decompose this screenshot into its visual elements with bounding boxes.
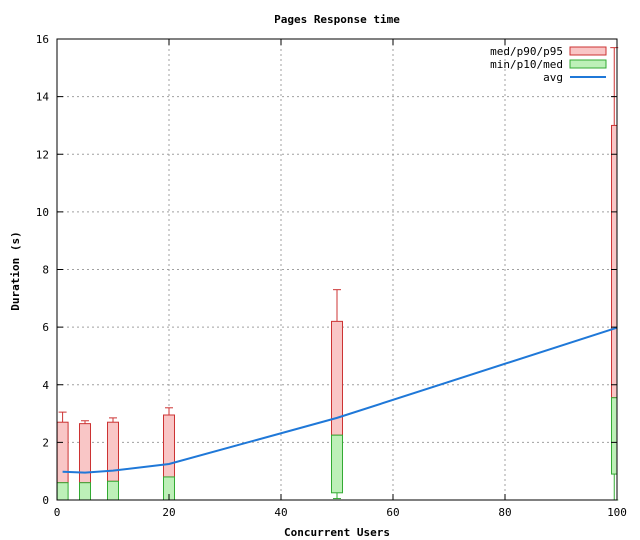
box-med-p90 (56, 421, 69, 484)
x-tick-label: 60 (386, 506, 399, 519)
box-p10-med (331, 434, 343, 494)
grid-lines (57, 39, 617, 500)
legend-swatch (569, 46, 607, 56)
y-tick-label: 12 (36, 148, 49, 161)
chart-title: Pages Response time (274, 13, 400, 26)
box-p10-med (79, 482, 91, 501)
box-med-p90 (107, 421, 119, 482)
y-tick-label: 6 (42, 321, 49, 334)
box-med-p90 (611, 124, 618, 399)
box-med-p90 (163, 414, 175, 478)
avg-series (62, 326, 618, 474)
x-tick-label: 100 (607, 506, 627, 519)
box-p10-med (56, 482, 69, 501)
legend-label: med/p90/p95 (490, 45, 563, 58)
legend-label: avg (543, 71, 563, 84)
x-tick-label: 20 (162, 506, 175, 519)
x-axis-label: Concurrent Users (284, 526, 390, 539)
legend-swatch (569, 59, 607, 69)
y-tick-label: 4 (42, 379, 49, 392)
y-tick-label: 16 (36, 33, 49, 46)
avg-line (62, 326, 618, 474)
y-tick-label: 0 (42, 494, 49, 507)
y-tick-label: 2 (42, 436, 49, 449)
box-p10-med (611, 397, 618, 475)
box-series (56, 47, 619, 501)
y-tick-label: 8 (42, 264, 49, 277)
axis-ticks: 0 2 4 6 8 10 12 14 16 0 20 40 60 80 100 (36, 33, 627, 519)
x-tick-label: 80 (498, 506, 511, 519)
y-tick-label: 10 (36, 206, 49, 219)
legend-label: min/p10/med (490, 58, 563, 71)
y-tick-label: 14 (36, 91, 50, 104)
x-tick-label: 40 (274, 506, 287, 519)
y-axis-label: Duration (s) (9, 231, 22, 310)
box-med-p90 (79, 423, 91, 484)
x-tick-label: 0 (54, 506, 61, 519)
box-p10-med (107, 480, 119, 501)
